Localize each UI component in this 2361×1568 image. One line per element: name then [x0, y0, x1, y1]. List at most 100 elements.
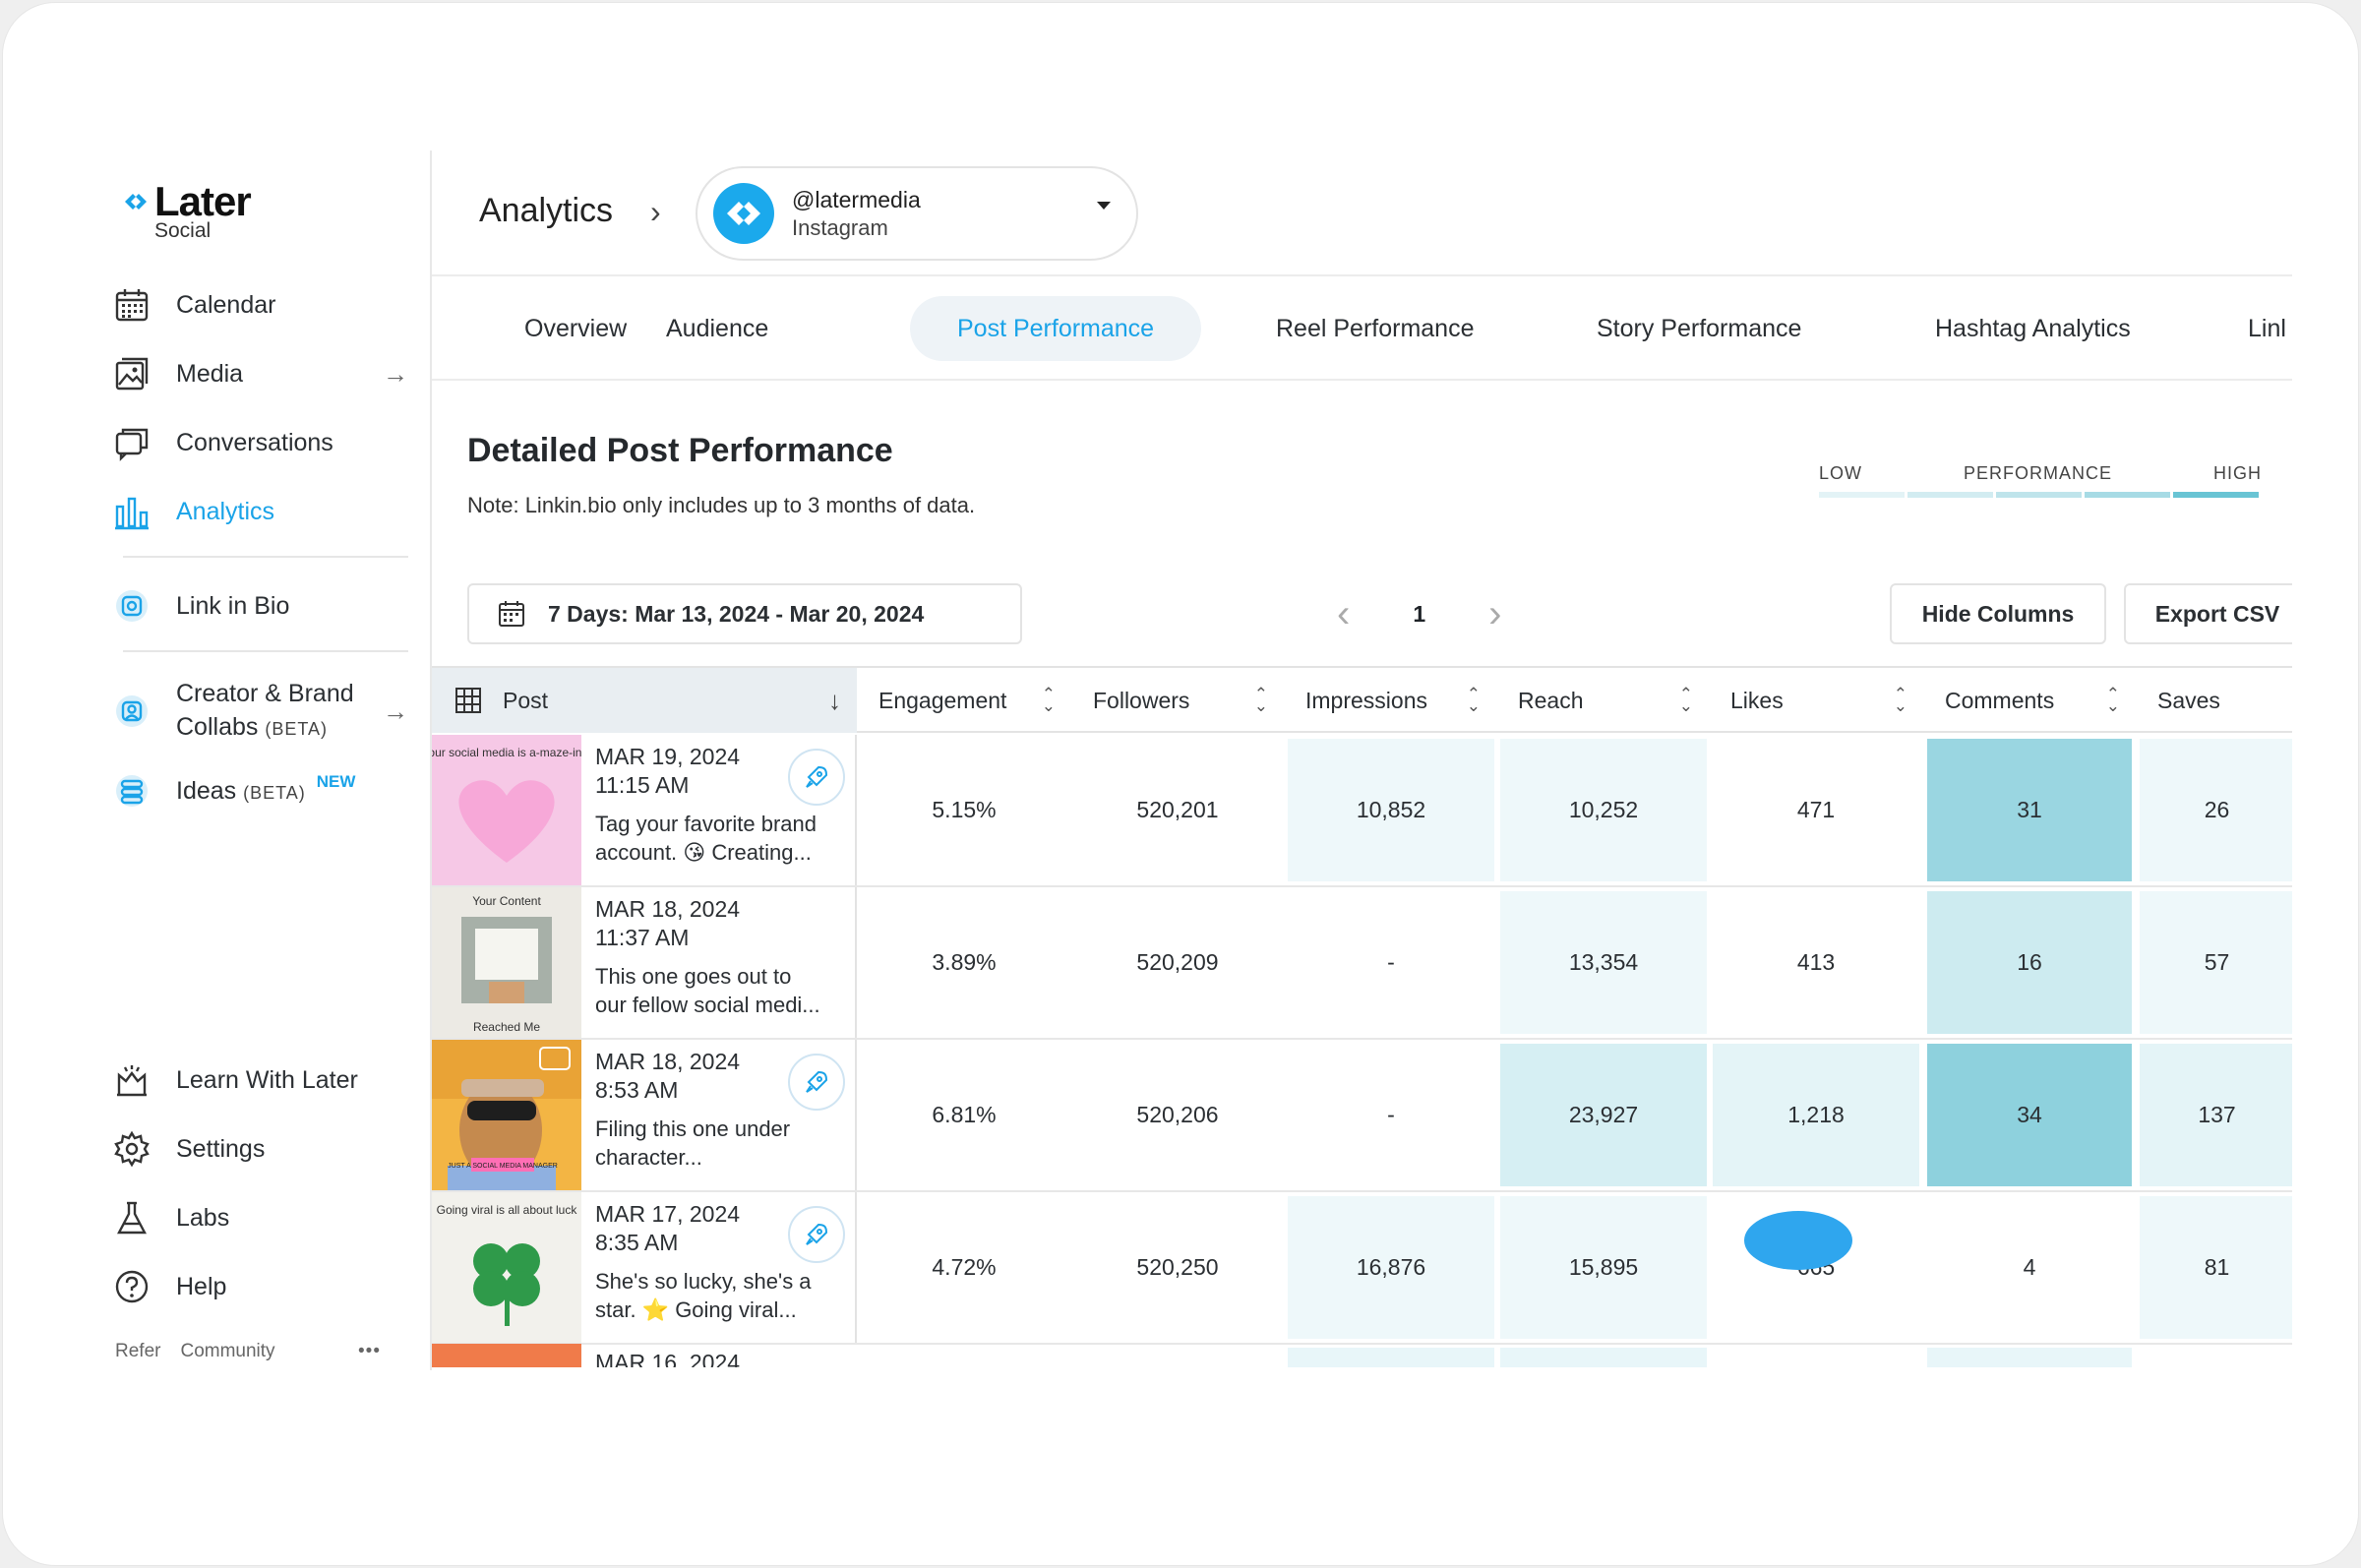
nav-item-learn[interactable]: Learn With Later [113, 1046, 408, 1115]
thumbnail-text: Your social media is a-maze-ing! [432, 746, 581, 759]
tab-overview[interactable]: Overview [524, 315, 628, 342]
cell-reach [1500, 1348, 1707, 1367]
post-info: MAR 18, 2024 8:53 AM Filing this one und… [581, 1040, 857, 1190]
tab-audience[interactable]: Audience [666, 315, 769, 342]
post-thumbnail[interactable]: Your social media is a-maze-ing! [432, 735, 581, 885]
section-note: Note: Linkin.bio only includes up to 3 m… [467, 493, 976, 517]
account-network: Instagram [792, 215, 888, 240]
table-header: Post ↓ Engagement ⌃ ⌄ Followers ⌃ ⌄ Impressi… [432, 666, 2292, 733]
later-logo[interactable]: Later Social [121, 178, 252, 243]
nav-item-media[interactable]: Media → [113, 339, 408, 408]
refer-link[interactable]: Refer [115, 1341, 161, 1361]
table-row-partial[interactable]: MAR 16, 2024 [432, 1344, 2292, 1367]
cell-reach: 13,354 [1500, 891, 1707, 1034]
tab-linkin-bio[interactable]: Linl [2248, 315, 2286, 342]
later-logo-icon [727, 202, 760, 225]
post-thumbnail-art: Your social media is a-maze-ing! [432, 735, 581, 885]
column-label: Reach [1518, 687, 1584, 713]
date-range-picker[interactable]: 7 Days: Mar 13, 2024 - Mar 20, 2024 [467, 583, 1022, 644]
nav-item-link-in-bio[interactable]: Link in Bio [113, 572, 408, 640]
cell-followers: 520,201 [1071, 739, 1284, 881]
column-header-engagement[interactable]: Engagement ⌃ ⌄ [857, 668, 1071, 733]
boost-post-button[interactable] [788, 1206, 845, 1263]
page-number: 1 [1413, 600, 1426, 627]
post-thumbnail[interactable]: Going viral is all about luck [432, 1192, 581, 1343]
column-header-saves[interactable]: Saves [2136, 668, 2292, 733]
table-row[interactable]: JUST A SOCIAL MEDIA MANAGER MAR 18, 2024… [432, 1040, 2292, 1192]
column-header-likes[interactable]: Likes ⌃ ⌄ [1709, 668, 1923, 733]
sort-icon[interactable]: ⌃ ⌄ [1041, 685, 1056, 715]
learn-icon [117, 1065, 147, 1097]
nav-item-help[interactable]: Help [113, 1252, 408, 1321]
post-date: MAR 18, 2024 [595, 1049, 741, 1074]
tab-story-performance[interactable]: Story Performance [1597, 315, 1802, 342]
table-row[interactable]: Your social media is a-maze-ing! MAR 19,… [432, 735, 2292, 887]
sort-icon[interactable]: ⌃ ⌄ [2105, 685, 2120, 715]
hide-columns-button[interactable]: Hide Columns [1890, 583, 2106, 644]
nav-item-conversations[interactable]: Conversations [113, 408, 408, 477]
ideas-icon [116, 775, 148, 807]
tab-reel-performance[interactable]: Reel Performance [1276, 315, 1475, 342]
chat-icon [115, 428, 149, 461]
post-thumbnail[interactable]: JUST A SOCIAL MEDIA MANAGER [432, 1040, 581, 1190]
sort-icon[interactable]: ⌃ ⌄ [1253, 685, 1268, 715]
export-csv-button[interactable]: Export CSV [2124, 583, 2292, 644]
cell-engagement: 6.81% [857, 1044, 1071, 1186]
tab-post-performance[interactable]: Post Performance [910, 296, 1202, 361]
chevron-left-icon[interactable]: ‹ [1337, 591, 1351, 635]
legend-swatch [2085, 492, 2170, 498]
account-avatar [713, 183, 774, 244]
legend-scale [1819, 492, 2262, 498]
tab-hashtag-analytics[interactable]: Hashtag Analytics [1935, 315, 2131, 342]
column-header-post[interactable]: Post ↓ [432, 668, 857, 733]
sort-icon[interactable]: ⌃ ⌄ [1678, 685, 1693, 715]
sort-icon[interactable]: ⌃ ⌄ [1466, 685, 1481, 715]
community-link[interactable]: Community [180, 1341, 275, 1361]
arrow-right-icon: → [383, 695, 408, 726]
post-caption: Filing this one under character... [595, 1115, 851, 1172]
sidebar: Later Social Calendar Media → Conversati… [93, 151, 430, 1370]
cell-followers: 520,206 [1071, 1044, 1284, 1186]
table-row[interactable]: Going viral is all about luck MAR 17, 20… [432, 1192, 2292, 1345]
more-icon[interactable]: ••• [358, 1341, 381, 1361]
post-thumbnail-art: JUST A SOCIAL MEDIA MANAGER [432, 1040, 581, 1190]
boost-post-button[interactable] [788, 1054, 845, 1111]
sort-icon[interactable]: ⌃ ⌄ [1893, 685, 1907, 715]
nav-item-analytics[interactable]: Analytics [113, 477, 408, 546]
column-label: Impressions [1305, 687, 1427, 713]
nav-label: Labs [176, 1203, 230, 1232]
nav-item-labs[interactable]: Labs [113, 1183, 408, 1252]
nav-label: Settings [176, 1134, 266, 1163]
nav-item-settings[interactable]: Settings [113, 1115, 408, 1183]
post-time: 11:37 AM [595, 925, 690, 950]
post-info: MAR 19, 2024 11:15 AM Tag your favorite … [581, 735, 857, 885]
cell-likes: 471 [1713, 739, 1919, 881]
post-thumbnail [432, 1344, 581, 1367]
column-header-followers[interactable]: Followers ⌃ ⌄ [1071, 668, 1284, 733]
cell-impressions: 10,852 [1288, 739, 1494, 881]
post-time: 8:53 AM [595, 1077, 679, 1103]
account-selector[interactable]: @latermedia Instagram [696, 166, 1138, 261]
legend-low: LOW [1819, 463, 1863, 483]
column-header-comments[interactable]: Comments ⌃ ⌄ [1923, 668, 2136, 733]
column-header-reach[interactable]: Reach ⌃ ⌄ [1496, 668, 1709, 733]
column-label: Post [503, 687, 549, 713]
nav-item-calendar[interactable]: Calendar [113, 271, 408, 339]
nav-label: Analytics [176, 497, 275, 525]
cell-reach: 23,927 [1500, 1044, 1707, 1186]
nav-item-ideas[interactable]: Ideas (BETA) NEW [113, 756, 408, 825]
table-row[interactable]: Your Content Reached Me MAR 18, 2024 11:3… [432, 887, 2292, 1040]
sort-descending-icon[interactable]: ↓ [828, 685, 841, 715]
post-thumbnail-art: Your Content Reached Me [432, 887, 581, 1038]
post-time: 8:35 AM [595, 1230, 679, 1255]
nav-item-creator-collabs[interactable]: Creator & Brand Collabs (BETA) → [113, 666, 408, 756]
cell-impressions: 16,876 [1288, 1196, 1494, 1339]
post-thumbnail[interactable]: Your Content Reached Me [432, 887, 581, 1038]
boost-post-button[interactable] [788, 749, 845, 806]
legend-high: HIGH [2213, 463, 2262, 483]
chat-launcher-button[interactable] [1744, 1211, 1852, 1270]
column-label: Saves [2157, 687, 2220, 713]
chevron-right-icon[interactable]: › [1488, 591, 1502, 635]
post-info: MAR 18, 2024 11:37 AM This one goes out … [581, 887, 857, 1038]
column-header-impressions[interactable]: Impressions ⌃ ⌄ [1284, 668, 1496, 733]
